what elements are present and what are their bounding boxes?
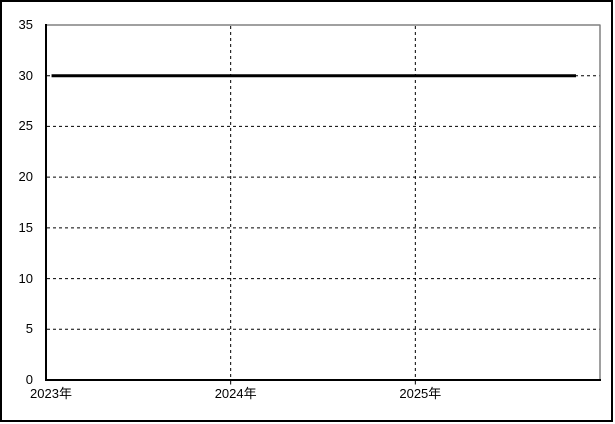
y-axis-tick-label: 15 <box>18 219 33 235</box>
y-axis-tick-label: 30 <box>18 67 33 83</box>
x-axis-tick-label: 2023年 <box>30 386 72 401</box>
x-axis-tick-label: 2024年 <box>214 386 257 401</box>
y-axis-tick-label: 20 <box>18 169 33 185</box>
y-axis-tick-label: 35 <box>18 17 33 32</box>
x-axis-tick-label: 2025年 <box>399 386 442 401</box>
y-axis-tick-label: 5 <box>25 321 33 337</box>
y-axis-tick-label: 0 <box>25 372 33 387</box>
y-axis-tick-label: 25 <box>18 118 33 134</box>
y-axis-tick-label: 10 <box>18 270 33 286</box>
